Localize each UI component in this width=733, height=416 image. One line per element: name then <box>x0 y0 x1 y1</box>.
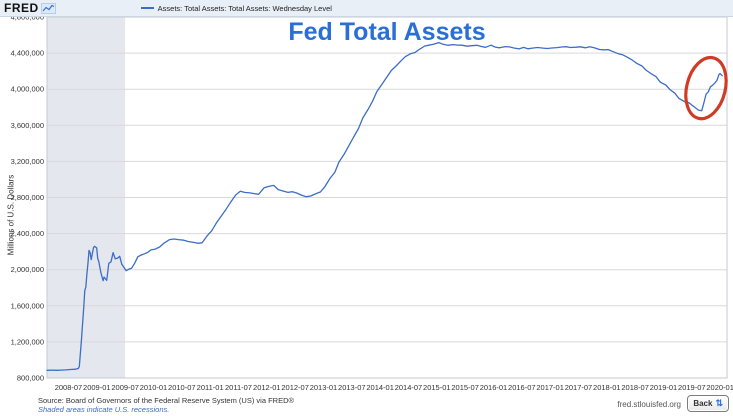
x-tick-label: 2009-07 <box>111 383 139 392</box>
y-tick-label: 3,600,000 <box>11 121 44 130</box>
legend-series-label: Assets: Total Assets: Total Assets: Wedn… <box>157 3 332 13</box>
x-tick-label: 2009-01 <box>83 383 111 392</box>
x-tick-label: 2014-07 <box>395 383 423 392</box>
legend-line-swatch <box>140 7 154 9</box>
x-tick-label: 2017-01 <box>536 383 564 392</box>
y-axis-title: Millions of U.S. Dollars <box>6 174 16 256</box>
plot-border <box>46 16 728 379</box>
x-tick-label: 2010-07 <box>168 383 196 392</box>
x-tick-label: 2011-01 <box>197 383 224 392</box>
x-tick-label: 2016-01 <box>480 383 508 392</box>
x-tick-label: 2014-01 <box>366 383 394 392</box>
x-tick-label: 2020-01 <box>706 383 733 392</box>
y-tick-label: 1,600,000 <box>11 301 44 310</box>
x-tick-label: 2012-07 <box>281 383 309 392</box>
x-tick-label: 2011-07 <box>225 383 252 392</box>
chart-header-band: FRED Assets: Total Assets: Total Assets:… <box>0 0 733 17</box>
x-tick-label: 2018-07 <box>621 383 649 392</box>
y-tick-label: 2,800,000 <box>11 193 44 202</box>
y-tick-label: 3,200,000 <box>11 157 44 166</box>
x-tick-label: 2015-07 <box>451 383 479 392</box>
x-tick-label: 2019-01 <box>650 383 678 392</box>
x-tick-label: 2010-01 <box>140 383 168 392</box>
x-tick-label: 2018-01 <box>593 383 621 392</box>
legend: Assets: Total Assets: Total Assets: Wedn… <box>140 3 332 13</box>
x-tick-label: 2013-01 <box>310 383 338 392</box>
annotation-ellipse <box>684 55 728 121</box>
fred-logo-text: FRED <box>4 1 39 15</box>
y-tick-label: 800,000 <box>17 374 44 383</box>
x-tick-label: 2016-07 <box>508 383 536 392</box>
fred-logo[interactable]: FRED <box>4 1 56 15</box>
source-text: Source: Board of Governors of the Federa… <box>38 396 295 405</box>
y-tick-label: 2,000,000 <box>11 265 44 274</box>
x-tick-label: 2012-01 <box>253 383 281 392</box>
y-tick-label: 4,400,000 <box>11 49 44 58</box>
fred-logo-sparkline-icon <box>40 2 56 14</box>
y-tick-label: 2,400,000 <box>11 229 44 238</box>
recession-note: Shaded areas indicate U.S. recessions. <box>38 405 170 414</box>
y-tick-label: 4,000,000 <box>11 85 44 94</box>
y-tick-label: 1,200,000 <box>11 337 44 346</box>
y-tick-label: 4,800,000 <box>11 13 44 22</box>
x-tick-label: 2019-07 <box>678 383 706 392</box>
back-updown-icon: ⇅ <box>715 398 723 408</box>
x-tick-label: 2008-07 <box>55 383 83 392</box>
back-button[interactable]: Back ⇅ <box>687 395 729 412</box>
back-button-label: Back <box>693 399 713 408</box>
x-tick-label: 2013-07 <box>338 383 366 392</box>
x-tick-label: 2015-01 <box>423 383 451 392</box>
x-tick-label: 2017-07 <box>565 383 593 392</box>
fred-site-link[interactable]: fred.stlouisfed.org <box>617 400 681 409</box>
series-line <box>46 41 723 371</box>
